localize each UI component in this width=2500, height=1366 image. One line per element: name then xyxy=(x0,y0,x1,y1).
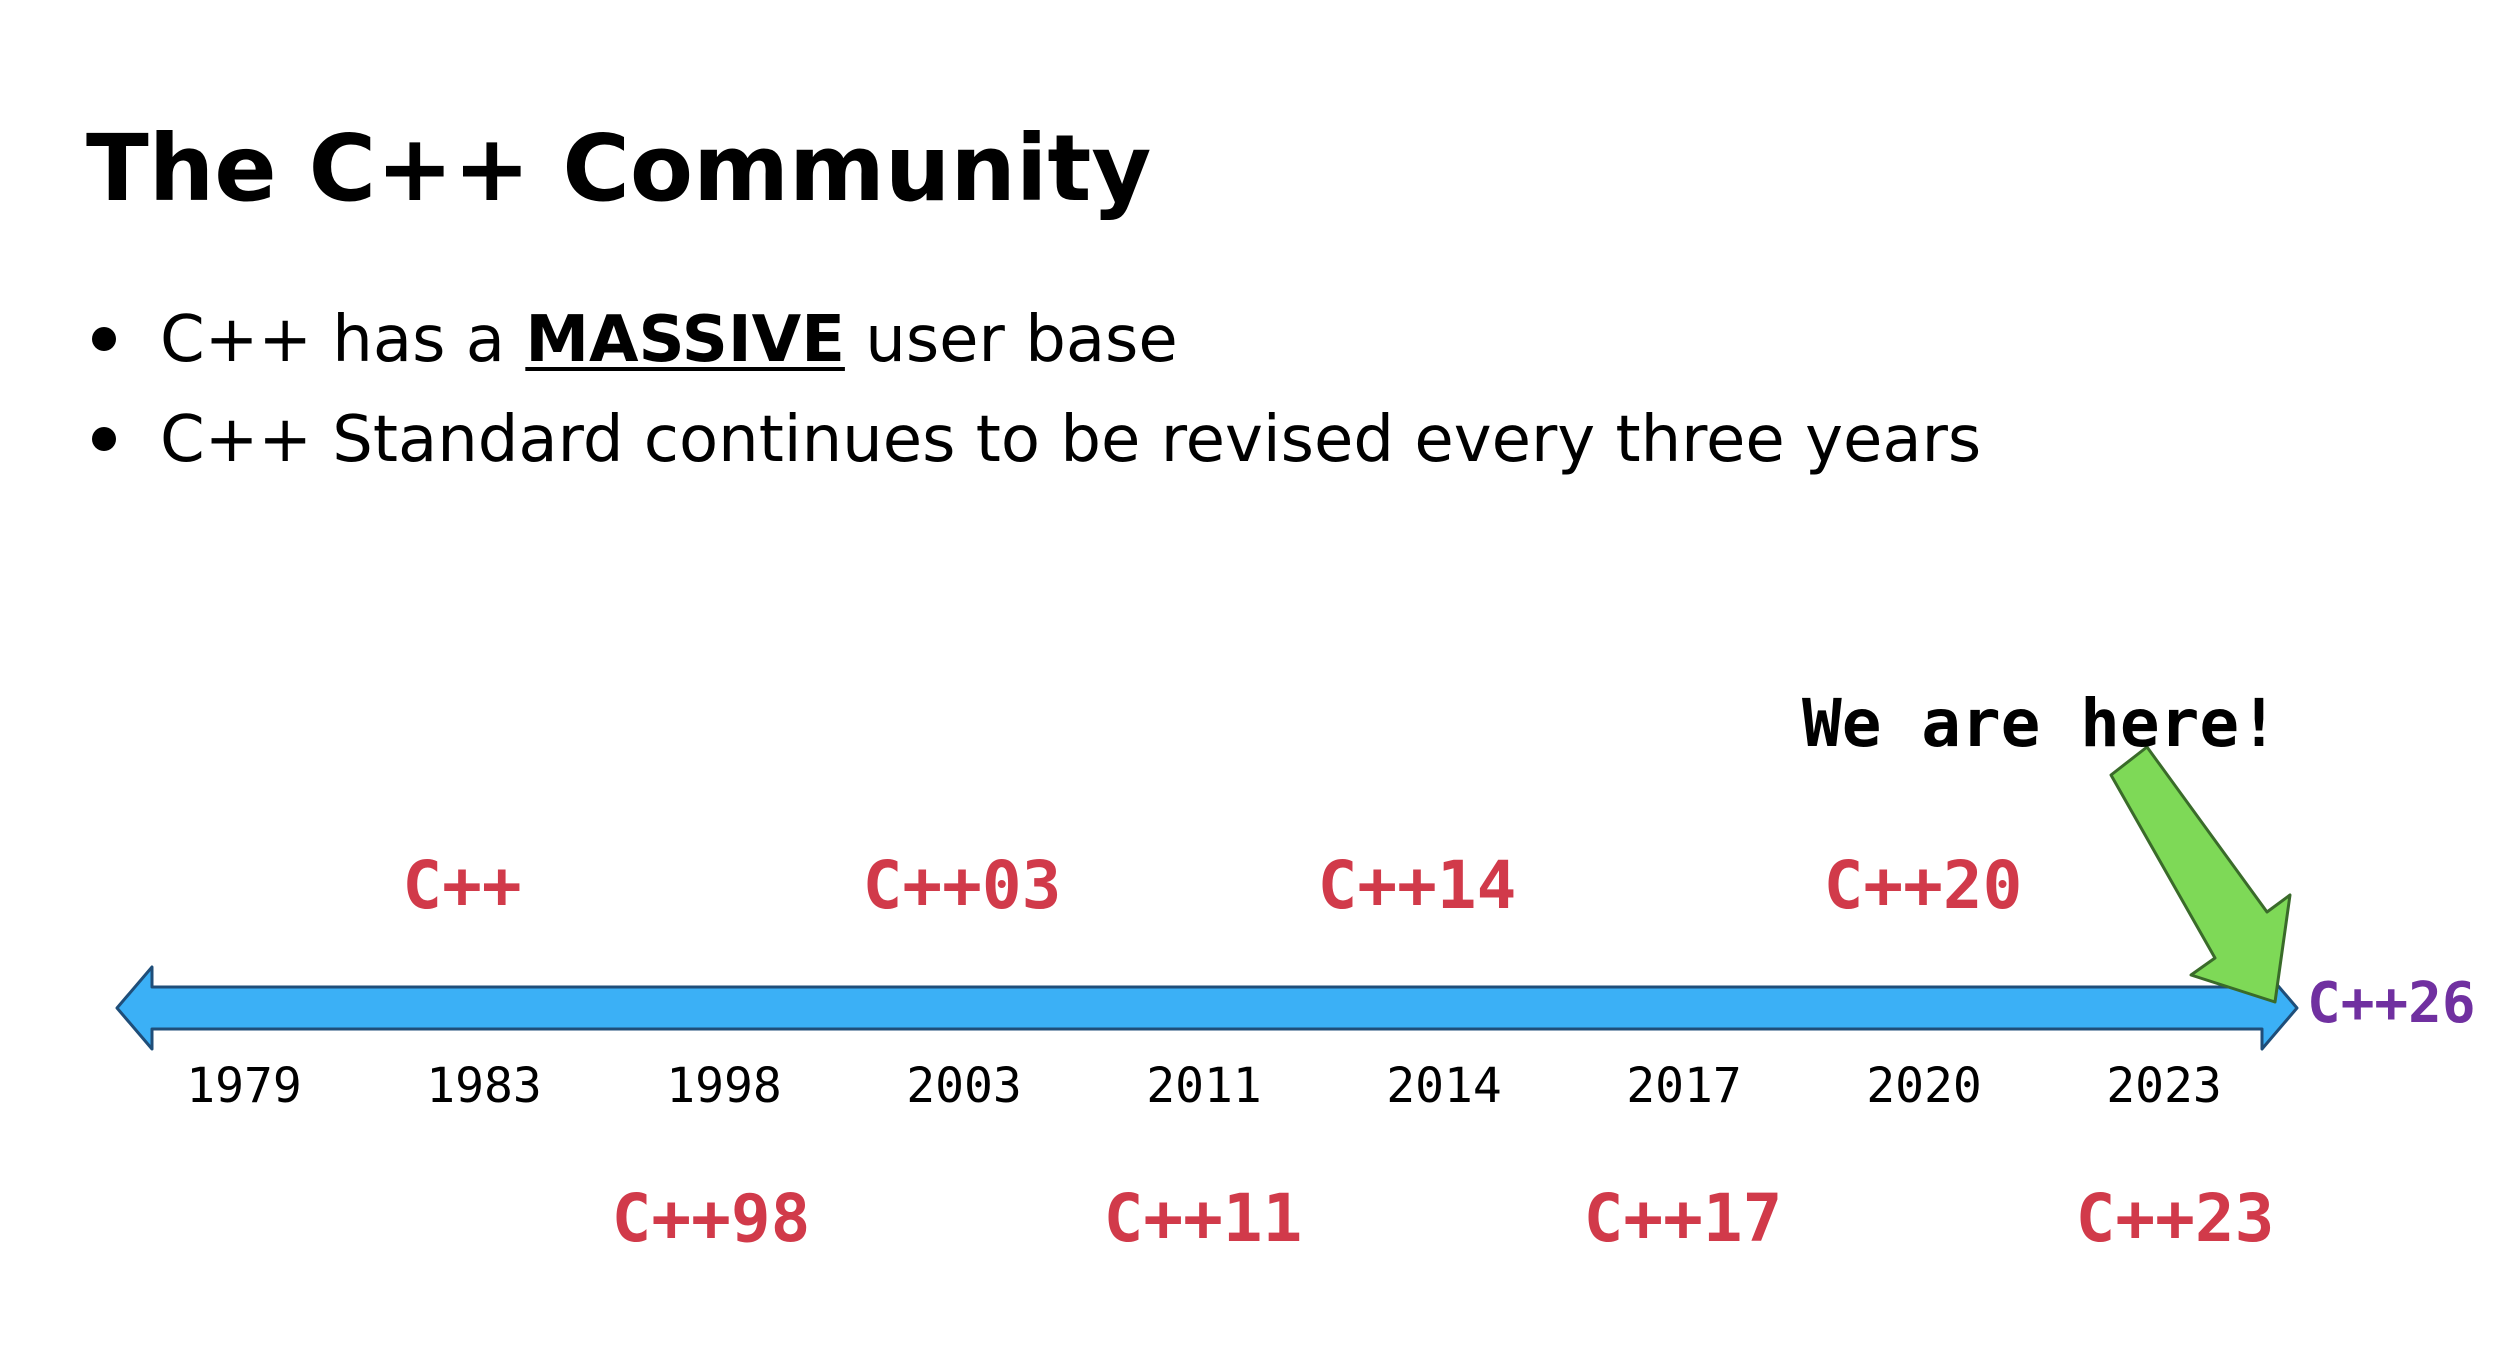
timeline-year-1979: 1979 xyxy=(186,1058,302,1114)
timeline-year-2020: 2020 xyxy=(1866,1058,1982,1114)
we-are-here-arrow-icon xyxy=(2109,745,2292,1004)
version-label-below: C++98 xyxy=(612,1180,811,1257)
version-label-above: C++14 xyxy=(1318,847,1517,924)
version-label-above: C++03 xyxy=(863,847,1062,924)
we-are-here-label: We are here! xyxy=(1802,685,2279,762)
bullet-item: C++ Standard continues to be revised eve… xyxy=(86,390,1981,490)
bullet-text-tail: user base xyxy=(844,303,1178,377)
timeline-year-2017: 2017 xyxy=(1626,1058,1742,1114)
bullet-list: C++ has a MASSIVE user base C++ Standard… xyxy=(86,290,1981,490)
bullet-text: C++ has a xyxy=(160,303,526,377)
timeline-year-2023: 2023 xyxy=(2106,1058,2222,1114)
version-label-below: C++11 xyxy=(1104,1180,1303,1257)
timeline-year-2011: 2011 xyxy=(1146,1058,1262,1114)
timeline-year-1983: 1983 xyxy=(426,1058,542,1114)
bullet-text: C++ Standard continues to be revised eve… xyxy=(160,403,1982,477)
bullet-dot-icon xyxy=(92,427,116,451)
version-label-above: C++ xyxy=(402,847,521,924)
version-label-below: C++17 xyxy=(1584,1180,1783,1257)
bullet-emphasis: MASSIVE xyxy=(525,303,845,377)
next-version-label: C++26 xyxy=(2307,971,2476,1036)
timeline-axis-arrow xyxy=(115,965,2299,1051)
timeline-year-2003: 2003 xyxy=(906,1058,1022,1114)
timeline-year-1998: 1998 xyxy=(666,1058,782,1114)
version-label-below: C++23 xyxy=(2076,1180,2275,1257)
bullet-item: C++ has a MASSIVE user base xyxy=(86,290,1981,390)
bullet-dot-icon xyxy=(92,327,116,351)
version-label-above: C++20 xyxy=(1824,847,2023,924)
slide-title: The C++ Community xyxy=(86,115,1152,222)
timeline-year-2014: 2014 xyxy=(1386,1058,1502,1114)
